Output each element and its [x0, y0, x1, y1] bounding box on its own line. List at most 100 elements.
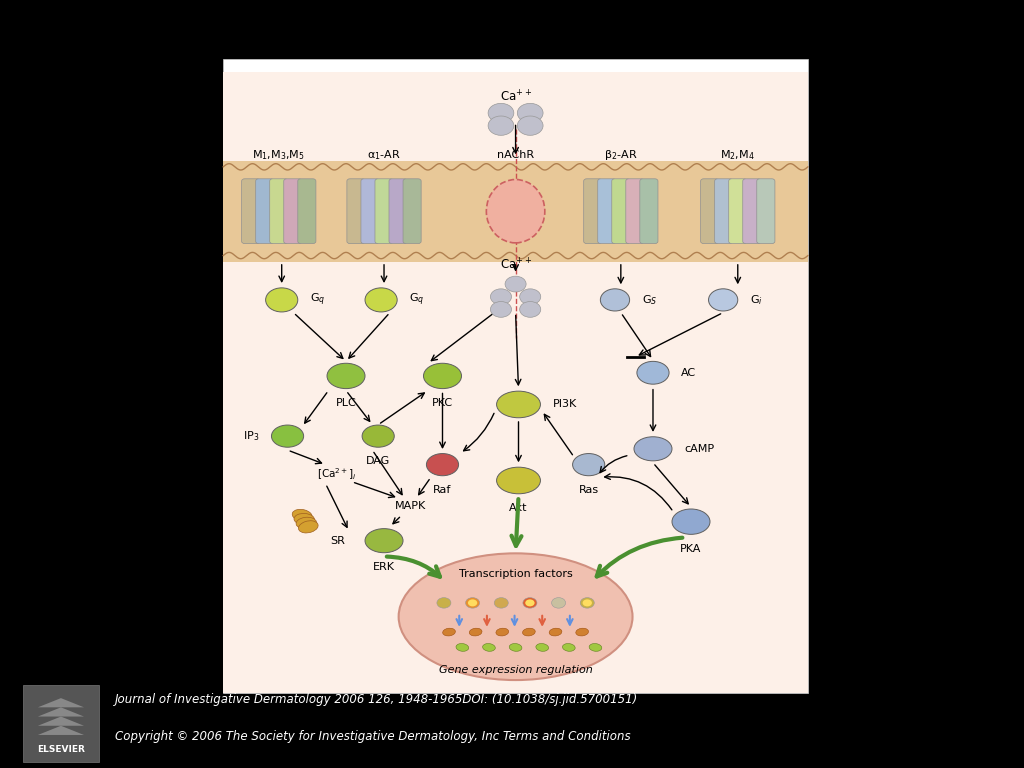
Circle shape [552, 598, 565, 608]
Ellipse shape [549, 628, 562, 636]
Circle shape [523, 598, 537, 608]
Text: M$_1$,M$_3$,M$_5$: M$_1$,M$_3$,M$_5$ [252, 148, 305, 162]
Circle shape [495, 598, 508, 608]
Text: IP$_3$: IP$_3$ [243, 429, 259, 443]
Ellipse shape [294, 514, 314, 525]
Circle shape [583, 599, 592, 607]
Text: MAPK: MAPK [394, 501, 426, 511]
Text: cAMP: cAMP [684, 444, 715, 454]
Text: Ca$^{++}$: Ca$^{++}$ [500, 90, 531, 104]
Text: Akt: Akt [509, 503, 527, 513]
Ellipse shape [296, 517, 316, 529]
Ellipse shape [365, 528, 403, 553]
Circle shape [517, 116, 543, 135]
Ellipse shape [637, 362, 669, 384]
Circle shape [490, 289, 512, 305]
Text: ELSEVIER: ELSEVIER [37, 745, 85, 754]
Ellipse shape [482, 644, 496, 651]
Ellipse shape [456, 644, 469, 651]
Text: α$_1$-AR: α$_1$-AR [368, 148, 401, 162]
FancyBboxPatch shape [242, 179, 260, 243]
Text: AC: AC [681, 368, 696, 378]
Ellipse shape [292, 509, 312, 521]
Ellipse shape [486, 180, 545, 243]
Ellipse shape [497, 391, 541, 418]
Circle shape [519, 289, 541, 305]
Text: Journal of Investigative Dermatology 2006 126, 1948-1965DOI: (10.1038/sj.jid.570: Journal of Investigative Dermatology 200… [115, 693, 638, 706]
Ellipse shape [469, 628, 482, 636]
Circle shape [466, 598, 479, 608]
FancyBboxPatch shape [298, 179, 316, 243]
Circle shape [488, 104, 514, 123]
Circle shape [519, 302, 541, 317]
Text: SR: SR [330, 535, 345, 546]
FancyBboxPatch shape [375, 179, 393, 243]
Text: PKA: PKA [680, 544, 701, 554]
FancyBboxPatch shape [256, 179, 273, 243]
FancyBboxPatch shape [284, 179, 302, 243]
Text: Figure 4: Figure 4 [476, 27, 548, 45]
FancyBboxPatch shape [640, 179, 658, 243]
Ellipse shape [562, 644, 575, 651]
FancyBboxPatch shape [757, 179, 775, 243]
FancyBboxPatch shape [715, 179, 733, 243]
FancyBboxPatch shape [598, 179, 615, 243]
Ellipse shape [299, 521, 318, 533]
Polygon shape [38, 726, 84, 735]
Ellipse shape [600, 289, 630, 311]
Ellipse shape [709, 289, 737, 311]
Text: Ras: Ras [579, 485, 599, 495]
Text: G$_q$: G$_q$ [410, 292, 425, 308]
Text: PLC: PLC [336, 398, 356, 408]
FancyBboxPatch shape [269, 179, 288, 243]
Circle shape [517, 104, 543, 123]
Circle shape [437, 598, 451, 608]
Circle shape [488, 116, 514, 135]
Polygon shape [38, 707, 84, 717]
FancyBboxPatch shape [700, 179, 719, 243]
Bar [23, 685, 99, 762]
Ellipse shape [398, 553, 633, 680]
FancyBboxPatch shape [360, 179, 379, 243]
FancyBboxPatch shape [611, 179, 630, 243]
Ellipse shape [442, 628, 456, 636]
Circle shape [525, 599, 535, 607]
Ellipse shape [362, 425, 394, 447]
Polygon shape [38, 717, 84, 726]
Text: PI3K: PI3K [553, 399, 577, 409]
Text: β$_2$-AR: β$_2$-AR [604, 148, 638, 162]
Text: G$_q$: G$_q$ [310, 292, 326, 308]
Ellipse shape [426, 454, 459, 475]
Text: PKC: PKC [432, 398, 453, 408]
FancyBboxPatch shape [223, 161, 808, 262]
FancyBboxPatch shape [403, 179, 421, 243]
Ellipse shape [522, 628, 536, 636]
FancyBboxPatch shape [347, 179, 365, 243]
Ellipse shape [589, 644, 602, 651]
Polygon shape [38, 698, 84, 707]
Ellipse shape [271, 425, 304, 447]
Ellipse shape [327, 363, 365, 389]
Ellipse shape [572, 454, 605, 475]
Text: G$_i$: G$_i$ [750, 293, 763, 306]
Ellipse shape [265, 288, 298, 312]
Text: Transcription factors: Transcription factors [459, 569, 572, 580]
Text: Gene expression regulation: Gene expression regulation [438, 665, 593, 676]
Text: DAG: DAG [366, 456, 390, 466]
Text: nAChR: nAChR [497, 151, 535, 161]
Text: [Ca$^{2+}$]$_i$: [Ca$^{2+}$]$_i$ [317, 466, 357, 482]
Text: Ca$^{++}$: Ca$^{++}$ [500, 257, 531, 273]
Text: G$_S$: G$_S$ [642, 293, 657, 306]
Ellipse shape [424, 363, 462, 389]
FancyBboxPatch shape [742, 179, 761, 243]
FancyBboxPatch shape [729, 179, 746, 243]
Ellipse shape [509, 644, 522, 651]
FancyBboxPatch shape [389, 179, 408, 243]
FancyBboxPatch shape [584, 179, 602, 243]
Text: Copyright © 2006 The Society for Investigative Dermatology, Inc Terms and Condit: Copyright © 2006 The Society for Investi… [115, 730, 631, 743]
Circle shape [468, 599, 477, 607]
Ellipse shape [634, 437, 672, 461]
Text: M$_2$,M$_4$: M$_2$,M$_4$ [721, 148, 755, 162]
Ellipse shape [672, 509, 710, 535]
Circle shape [505, 276, 526, 292]
